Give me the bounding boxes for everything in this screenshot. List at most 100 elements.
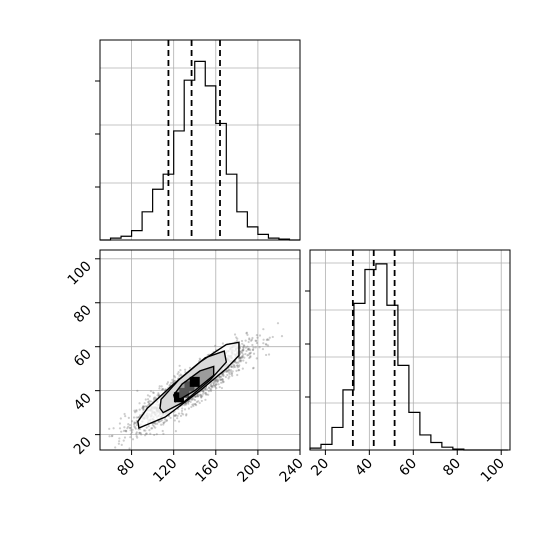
scatter-point: [212, 384, 215, 387]
scatter-point: [244, 346, 247, 349]
scatter-point: [213, 380, 217, 383]
scatter-point: [224, 375, 227, 379]
scatter-point: [204, 392, 207, 395]
scatter-point: [135, 409, 138, 412]
scatter-point: [173, 419, 176, 422]
scatter-point: [144, 432, 148, 435]
scatter-point: [191, 397, 194, 400]
scatter-point: [252, 366, 255, 369]
scatter-point: [195, 404, 198, 407]
hist-y-grid: [310, 250, 510, 450]
scatter-point: [255, 357, 258, 360]
scatter-point: [266, 338, 269, 341]
scatter-point: [232, 364, 235, 367]
scatter-point: [245, 331, 249, 334]
hist-y-x-tick-label: 80: [440, 456, 464, 480]
scatter-point: [128, 447, 131, 450]
scatter-point: [183, 404, 186, 407]
scatter-point: [243, 344, 246, 348]
scatter-point: [146, 398, 150, 401]
scatter-point: [192, 404, 195, 408]
scatter-point: [199, 358, 202, 361]
scatter-point: [149, 400, 153, 403]
scatter-point: [139, 431, 142, 435]
scatter-point: [157, 392, 160, 395]
scatter-point: [148, 400, 151, 403]
scatter-point: [246, 345, 249, 348]
scatter-point: [124, 429, 127, 432]
scatter-point: [180, 374, 183, 377]
scatter-point: [178, 374, 181, 377]
scatter-point: [242, 359, 245, 362]
scatter-point: [198, 401, 201, 405]
scatter-point: [238, 359, 241, 363]
scatter-point: [127, 416, 130, 419]
scatter-point: [247, 340, 250, 344]
scatter-point: [157, 420, 160, 423]
scatter-point: [138, 431, 141, 435]
scatter-point: [145, 426, 148, 429]
scatter-point: [227, 369, 230, 372]
scatter-point: [149, 390, 153, 393]
scatter-point: [135, 416, 138, 419]
scatter-point: [144, 429, 147, 432]
scatter-point: [219, 378, 223, 382]
scatter-point: [196, 395, 199, 398]
scatter-point: [138, 431, 141, 434]
scatter-point: [137, 428, 140, 431]
scatter-point: [164, 388, 167, 391]
scatter-point: [138, 402, 141, 405]
scatter-point: [168, 384, 171, 387]
scatter-point: [246, 333, 249, 336]
density-cell: [179, 387, 190, 398]
scatter-point: [118, 422, 122, 425]
scatter-point: [184, 371, 187, 374]
scatter-point: [204, 398, 207, 401]
scatter-point: [237, 369, 240, 372]
hist-y-x-tick-label: 20: [308, 456, 332, 480]
scatter-point: [227, 368, 231, 371]
scatter-point: [201, 389, 204, 392]
scatter-point: [141, 407, 144, 410]
scatter-point: [173, 414, 176, 417]
scatter-point: [200, 395, 203, 398]
scatter-point: [179, 369, 182, 372]
hist-x-frame: [99, 39, 301, 241]
scatter-point: [194, 395, 197, 399]
scatter-point: [271, 335, 274, 339]
scatter-point: [244, 339, 247, 342]
scatter-point: [241, 349, 244, 352]
scatter-point: [176, 414, 179, 417]
scatter-point: [219, 381, 223, 384]
scatter-point: [221, 378, 224, 381]
scatter-point: [232, 366, 235, 369]
scatter-point: [112, 427, 115, 430]
scatter-point: [151, 391, 155, 394]
scatter-point: [164, 420, 167, 423]
scatter-point: [216, 380, 219, 383]
hist-y-x-tick-label: 100: [478, 456, 508, 486]
scatter-point: [131, 420, 134, 423]
scatter-point: [221, 381, 224, 384]
scatter-point: [118, 427, 122, 430]
scatter-point: [216, 380, 219, 384]
scatter-point: [136, 436, 139, 439]
scatter-point: [204, 393, 208, 396]
scatter-point: [225, 370, 228, 374]
scatter-point: [181, 407, 184, 410]
scatter-y-tick-label: 20: [71, 434, 95, 458]
hist-y-x-tick-label: 60: [396, 456, 420, 480]
scatter-point: [228, 372, 231, 375]
scatter-point: [160, 388, 163, 391]
scatter-point: [233, 364, 236, 367]
scatter-point: [239, 360, 242, 363]
scatter-point: [267, 353, 271, 356]
scatter-point: [142, 429, 146, 432]
scatter-point: [123, 426, 126, 429]
hist-y-steps: [309, 263, 508, 451]
scatter-point: [236, 337, 239, 340]
scatter-point: [209, 384, 212, 387]
scatter-point: [250, 339, 253, 342]
scatter-point: [207, 390, 211, 393]
